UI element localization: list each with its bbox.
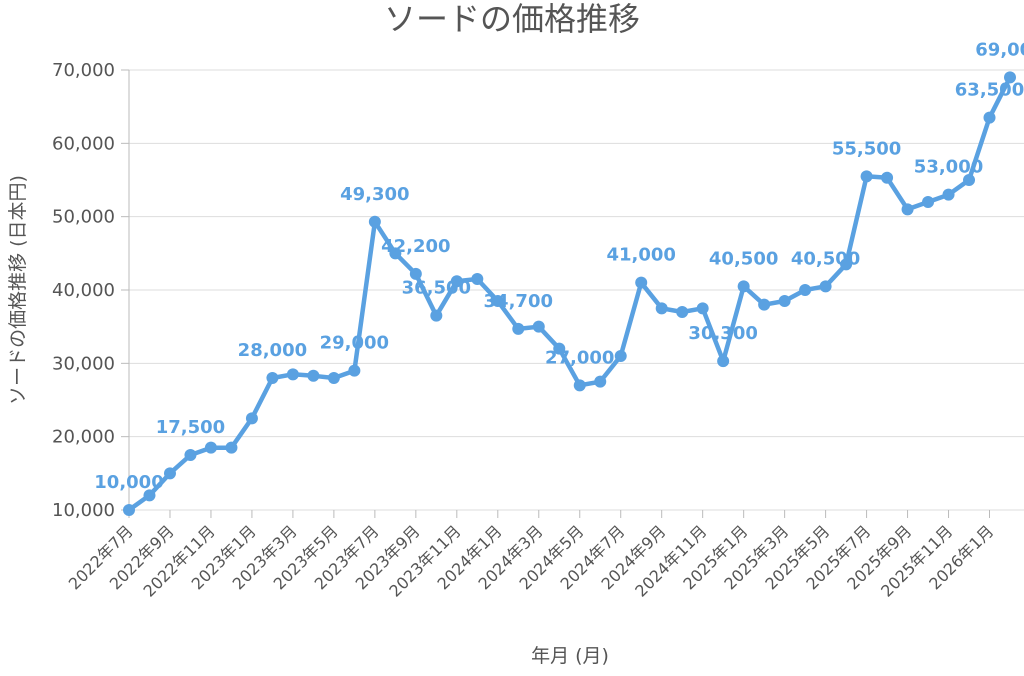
y-tick-label: 20,000 bbox=[52, 427, 115, 448]
data-point bbox=[881, 171, 894, 184]
y-tick-label: 10,000 bbox=[52, 500, 115, 521]
data-label: 63,500 bbox=[955, 80, 1024, 101]
data-point bbox=[450, 275, 463, 288]
data-point bbox=[409, 267, 422, 280]
x-axis-ticks: 2022年7月2022年9月2022年11月2023年1月2023年3月2023… bbox=[65, 510, 997, 601]
data-point bbox=[225, 441, 238, 454]
data-point bbox=[963, 174, 976, 186]
data-label: 55,500 bbox=[832, 138, 901, 159]
data-point bbox=[184, 449, 197, 461]
data-point bbox=[553, 342, 566, 355]
data-point bbox=[204, 441, 217, 454]
data-point bbox=[696, 302, 709, 315]
data-label: 42,200 bbox=[381, 236, 450, 257]
data-label: 34,700 bbox=[484, 291, 553, 312]
data-label: 10,000 bbox=[94, 472, 163, 493]
data-label: 29,000 bbox=[320, 333, 389, 354]
data-label: 40,500 bbox=[709, 248, 778, 269]
x-axis-title: 年月 (月) bbox=[531, 645, 609, 667]
data-point bbox=[389, 247, 402, 260]
data-point bbox=[676, 306, 689, 318]
data-point bbox=[123, 504, 135, 516]
data-label: 69,000 bbox=[975, 39, 1024, 60]
data-point bbox=[491, 295, 504, 307]
data-point bbox=[840, 258, 853, 271]
y-tick-label: 40,000 bbox=[52, 280, 115, 301]
data-labels: 10,000 17,500 28,000 29,000 49,300 42,200 36,5… bbox=[94, 39, 1024, 493]
data-point bbox=[143, 489, 156, 502]
data-label: 53,000 bbox=[914, 157, 983, 178]
data-point bbox=[942, 188, 955, 201]
y-tick-label: 50,000 bbox=[52, 207, 115, 228]
data-label: 17,500 bbox=[156, 417, 225, 438]
data-label: 40,500 bbox=[791, 248, 860, 269]
data-point bbox=[799, 284, 812, 296]
series-price bbox=[123, 71, 1016, 516]
data-label: 36,500 bbox=[402, 278, 471, 299]
data-point bbox=[266, 372, 279, 384]
data-point bbox=[758, 298, 771, 311]
data-point bbox=[614, 350, 627, 362]
data-label: 41,000 bbox=[606, 245, 675, 266]
data-point bbox=[245, 412, 258, 425]
y-axis-ticks: 10,000 20,000 30,000 40,000 50,000 60,000 70,0… bbox=[52, 60, 129, 521]
data-point bbox=[307, 369, 320, 382]
data-point bbox=[778, 295, 791, 307]
data-point bbox=[1004, 71, 1016, 84]
gridlines bbox=[128, 69, 1024, 511]
data-point bbox=[819, 280, 832, 293]
data-label: 27,000 bbox=[545, 347, 614, 368]
data-label: 30,300 bbox=[688, 323, 757, 344]
data-point bbox=[573, 379, 586, 392]
y-axis-title: ソードの価格推移 (日本円) bbox=[7, 175, 29, 405]
data-point bbox=[327, 372, 340, 384]
data-label: 49,300 bbox=[340, 184, 409, 205]
data-point bbox=[655, 302, 668, 315]
y-tick-label: 70,000 bbox=[52, 60, 115, 81]
data-point bbox=[860, 170, 873, 183]
data-point bbox=[901, 203, 914, 216]
data-point bbox=[532, 320, 545, 333]
data-point bbox=[983, 111, 996, 124]
data-point bbox=[922, 196, 935, 208]
data-point bbox=[430, 309, 443, 322]
data-point bbox=[471, 273, 484, 285]
data-point bbox=[594, 375, 607, 388]
data-point bbox=[512, 322, 525, 335]
data-label: 28,000 bbox=[238, 340, 307, 361]
data-point bbox=[737, 280, 750, 293]
data-point bbox=[635, 276, 648, 289]
data-point bbox=[286, 368, 299, 381]
data-point bbox=[368, 215, 381, 228]
data-point bbox=[717, 355, 730, 368]
data-point bbox=[163, 467, 176, 480]
y-tick-label: 60,000 bbox=[52, 133, 115, 154]
data-point bbox=[348, 364, 361, 377]
chart-title: ソードの価格推移 bbox=[384, 0, 640, 38]
y-tick-label: 30,000 bbox=[52, 353, 115, 374]
